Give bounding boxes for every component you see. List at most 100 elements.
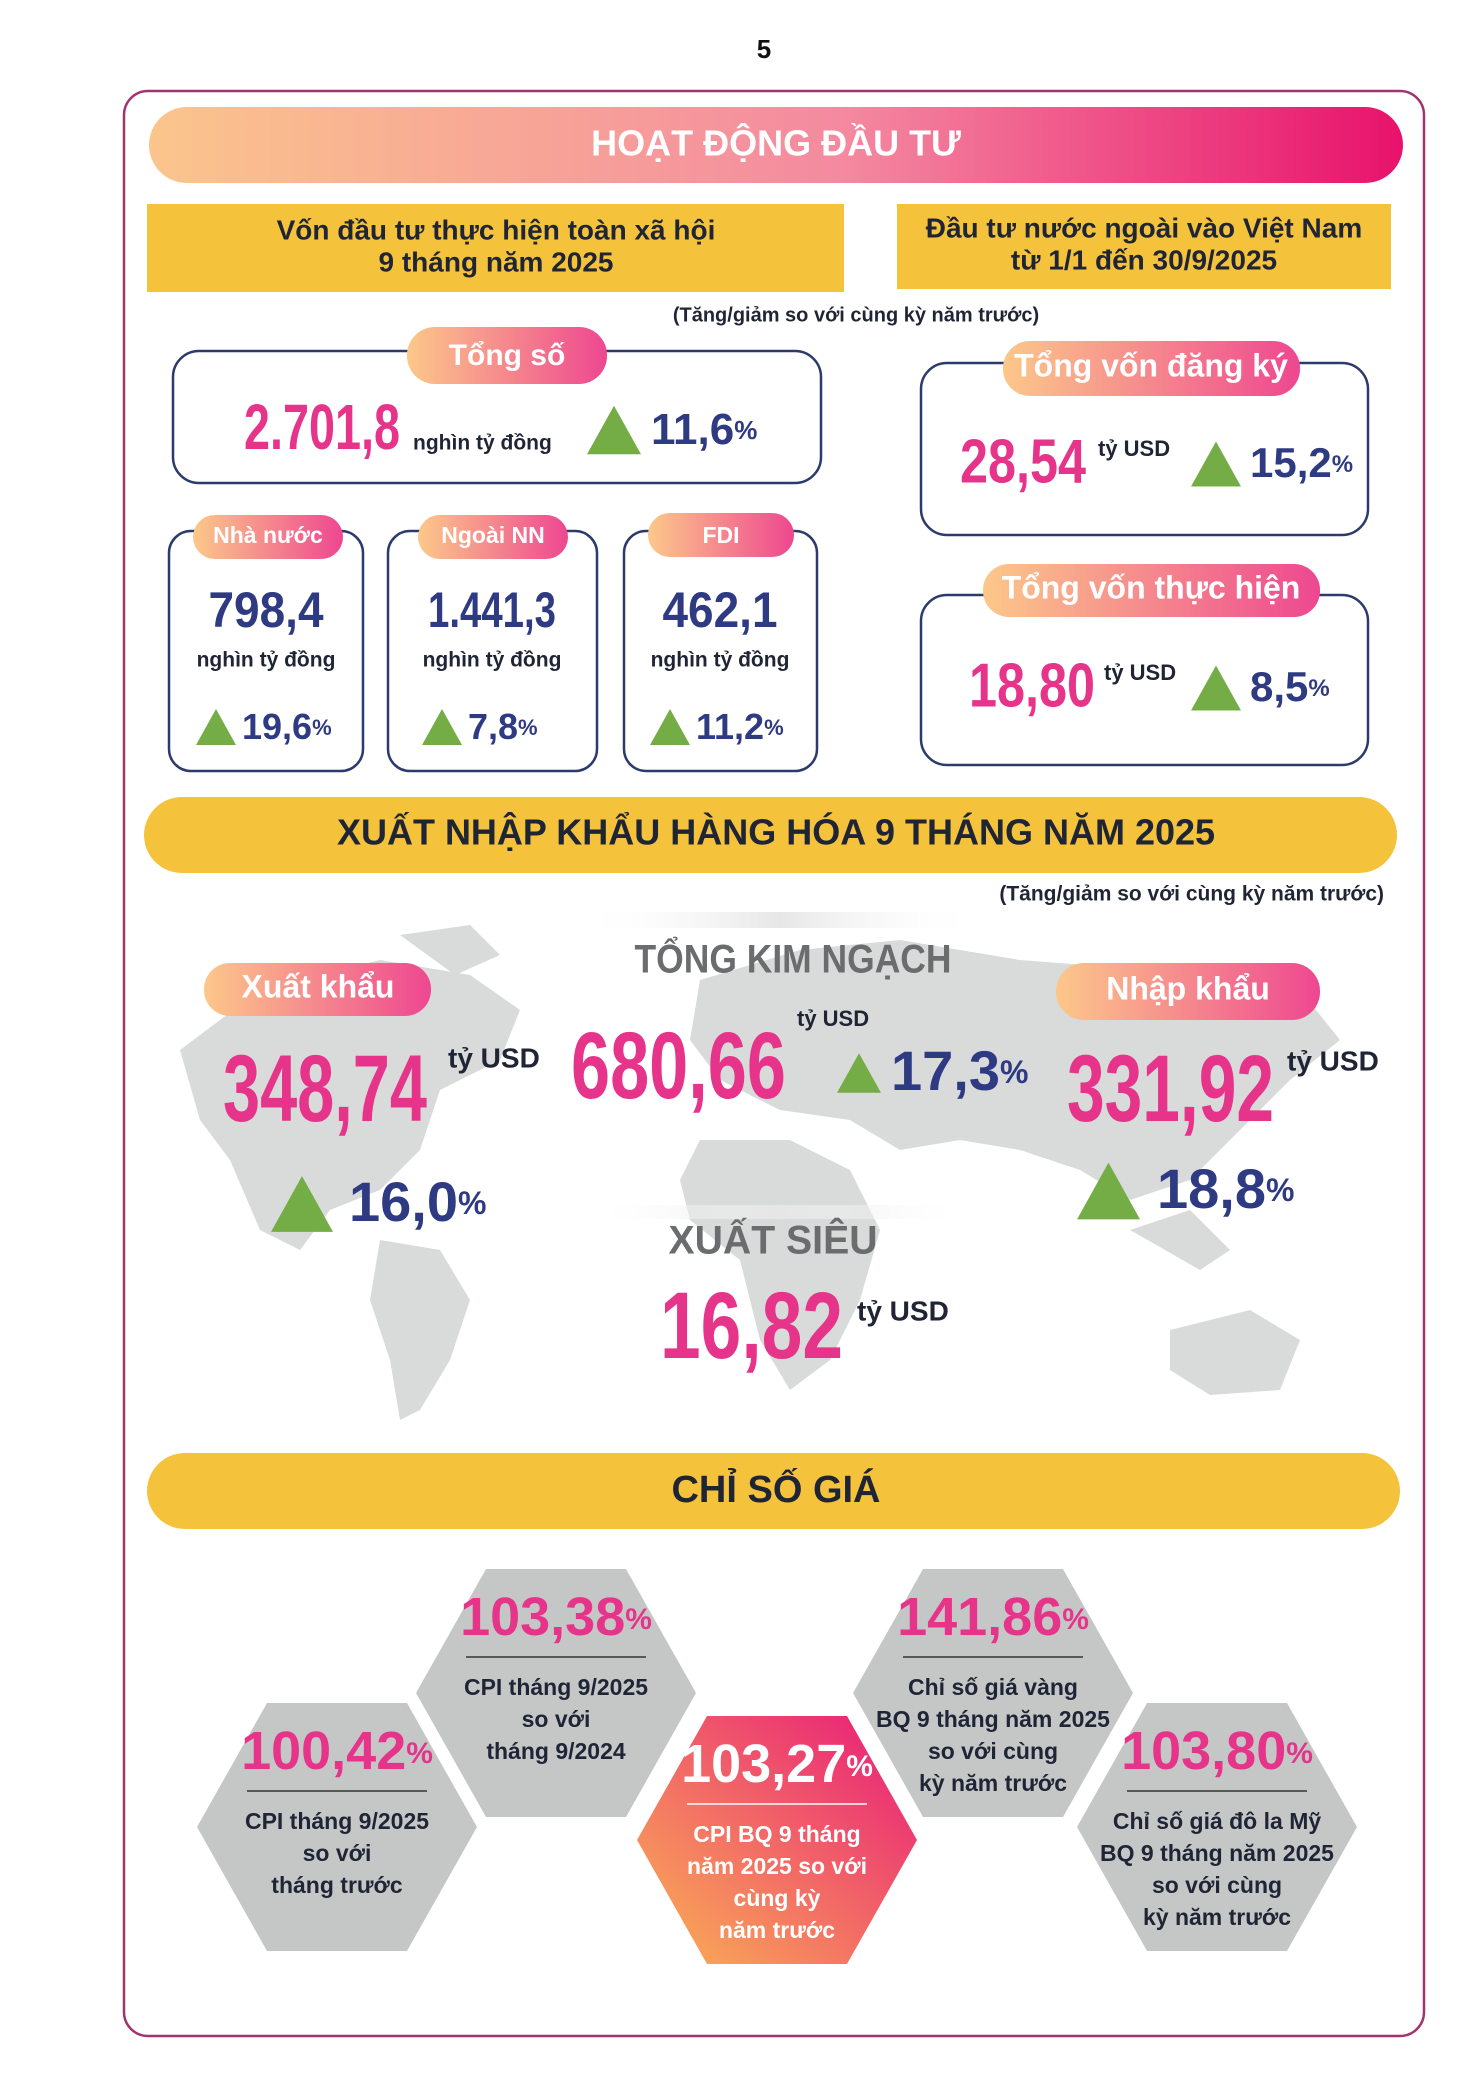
- description: cùng kỳ: [734, 1885, 821, 1911]
- pill-label: Tổng số: [449, 339, 566, 372]
- up-triangle: [587, 405, 641, 455]
- description: kỳ năm trước: [919, 1770, 1067, 1796]
- index-value: 103,27%: [681, 1734, 873, 1794]
- section-banner: [144, 797, 1397, 873]
- change: 19,6%: [242, 706, 332, 747]
- shade: [590, 1205, 970, 1219]
- big-value: 680,66: [571, 1013, 786, 1119]
- title: HOẠT ĐỘNG ĐẦU TƯ: [591, 122, 961, 164]
- big-value: 16,82: [660, 1273, 843, 1379]
- index-value: 141,86%: [897, 1587, 1089, 1647]
- pill-label: Tổng vốn đăng ký: [1014, 347, 1288, 383]
- index-value-part: %: [1062, 1603, 1089, 1636]
- up-triangle: [1191, 441, 1241, 487]
- section-banner: [147, 1453, 1400, 1529]
- unit: nghìn tỷ đồng: [423, 649, 562, 672]
- change-part: %: [312, 715, 332, 740]
- big-value: 348,74: [223, 1036, 427, 1142]
- pill: [193, 515, 343, 559]
- change: 17,3%: [891, 1039, 1028, 1102]
- change-part: %: [1308, 675, 1329, 702]
- pill-label: Nhập khẩu: [1106, 970, 1270, 1006]
- description: CPI BQ 9 tháng: [693, 1821, 860, 1847]
- change-part: %: [1000, 1054, 1028, 1090]
- change: 11,6%: [651, 405, 757, 454]
- unit: tỷ USD: [1104, 660, 1176, 685]
- change: 7,8%: [468, 706, 538, 747]
- description: CPI tháng 9/2025: [245, 1808, 429, 1834]
- index-value-part: 141,86: [897, 1587, 1062, 1647]
- up-triangle: [271, 1176, 333, 1232]
- description: tháng 9/2024: [486, 1738, 626, 1764]
- index-value-part: 103,38: [460, 1587, 625, 1647]
- description: so với cùng: [928, 1738, 1058, 1764]
- big-value: 331,92: [1067, 1036, 1274, 1142]
- description: so với: [522, 1706, 591, 1732]
- pill: [1056, 963, 1320, 1020]
- section-title: XUẤT NHẬP KHẨU HÀNG HÓA 9 THÁNG NĂM 2025: [337, 811, 1215, 853]
- change: 18,8%: [1157, 1157, 1294, 1220]
- value: 462,1: [663, 582, 778, 638]
- change-part: 17,3: [891, 1039, 1000, 1102]
- index-value-part: 100,42: [241, 1721, 406, 1781]
- page-frame: [122, 89, 1426, 2038]
- pill: [407, 327, 607, 384]
- unit: nghìn tỷ đồng: [197, 649, 336, 672]
- change-part: %: [1332, 451, 1353, 478]
- change-part: 19,6: [242, 706, 312, 747]
- change-part: 18,8: [1157, 1157, 1266, 1220]
- change: 8,5%: [1250, 663, 1330, 710]
- heading: từ 1/1 đến 30/9/2025: [1011, 244, 1277, 275]
- hexagons: CPI tháng 9/2025 so với tháng trước CPI thá…: [197, 1569, 1357, 1964]
- change-part: %: [734, 415, 757, 445]
- pill: [648, 513, 794, 557]
- description: so với: [303, 1840, 372, 1866]
- change-part: %: [1266, 1172, 1294, 1208]
- change: 11,2%: [696, 706, 784, 747]
- label: XUẤT SIÊU: [669, 1217, 878, 1263]
- index-value-part: 103,80: [1121, 1721, 1286, 1781]
- pill: [983, 564, 1320, 617]
- hexagon: [416, 1569, 696, 1817]
- index-value-part: %: [846, 1750, 873, 1783]
- heading: Đầu tư nước ngoài vào Việt Nam: [926, 212, 1362, 243]
- label: TỔNG KIM NGẠCH: [635, 935, 952, 982]
- heading-box: [897, 204, 1391, 289]
- description: tháng trước: [271, 1872, 403, 1898]
- index-value-part: %: [625, 1603, 652, 1636]
- change-part: 8,5: [1250, 663, 1308, 710]
- value: 798,4: [209, 582, 324, 638]
- hexagon: [637, 1716, 917, 1964]
- value: 1.441,3: [428, 582, 556, 638]
- heading-box: [147, 204, 844, 292]
- description: BQ 9 tháng năm 2025: [876, 1706, 1110, 1732]
- pill-label: Xuất khẩu: [242, 968, 395, 1004]
- hexagon: [197, 1703, 477, 1951]
- pill: [418, 515, 568, 559]
- index-value-part: 103,27: [681, 1734, 846, 1794]
- section-title: CHỈ SỐ GIÁ: [671, 1466, 880, 1511]
- pill: [204, 963, 431, 1016]
- description: so với cùng: [1152, 1872, 1282, 1898]
- up-triangle: [650, 709, 690, 745]
- unit: tỷ USD: [797, 1006, 869, 1031]
- description: Chỉ số giá đô la Mỹ: [1113, 1808, 1322, 1834]
- change-part: 11,2: [696, 706, 764, 747]
- change-part: 15,2: [1250, 439, 1332, 486]
- note: (Tăng/giảm so với cùng kỳ năm trước): [999, 883, 1384, 906]
- pill-label: Nhà nước: [213, 522, 323, 548]
- note: (Tăng/giảm so với cùng kỳ năm trước): [673, 304, 1039, 326]
- index-value-part: %: [406, 1737, 433, 1770]
- change-part: %: [764, 715, 784, 740]
- unit: nghìn tỷ đồng: [651, 649, 790, 672]
- big-value: 18,80: [969, 651, 1095, 720]
- description: BQ 9 tháng năm 2025: [1100, 1840, 1334, 1866]
- description: năm trước: [719, 1917, 835, 1943]
- change-part: %: [458, 1185, 486, 1221]
- heading: 9 tháng năm 2025: [379, 246, 614, 277]
- pill-label: Ngoài NN: [441, 522, 545, 548]
- change-part: 7,8: [468, 706, 518, 747]
- unit: tỷ USD: [857, 1295, 949, 1326]
- hexagon: [1077, 1703, 1357, 1951]
